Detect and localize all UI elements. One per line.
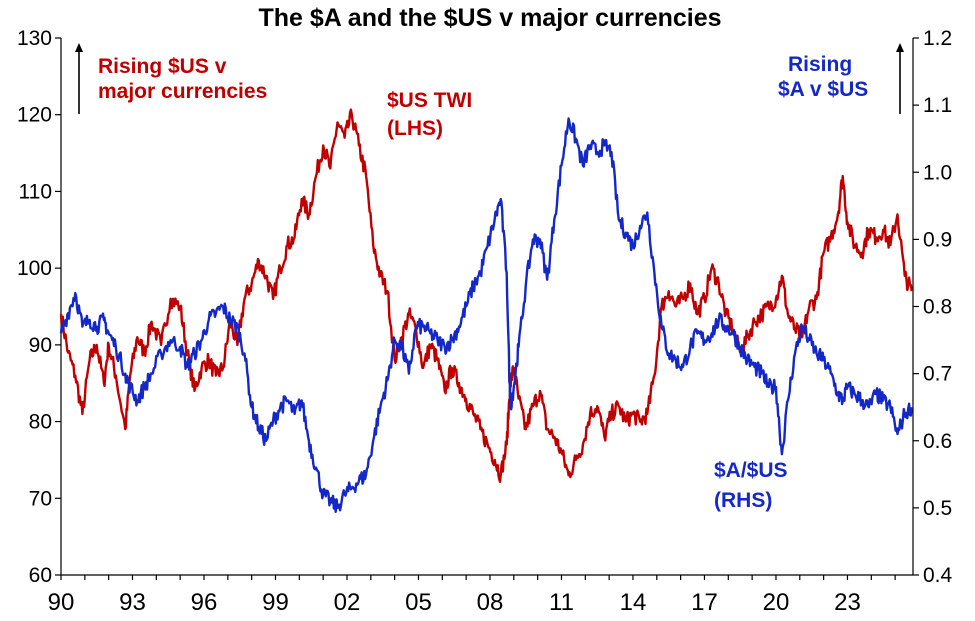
usd-twi-label-line2: (LHS) [387,117,443,140]
x-tick-label: 99 [262,589,289,616]
right-tick-label: 0.4 [923,564,953,587]
right-tick-label: 0.5 [923,497,952,520]
rising-usd-label-line1: Rising $US v [98,55,227,78]
left-tick-label: 100 [17,257,52,280]
x-tick-label: 02 [334,589,361,616]
right-tick-label: 0.6 [923,430,952,453]
x-tick-label: 20 [763,589,790,616]
usd-twi-line [59,108,913,483]
right-tick-label: 1.2 [923,27,952,50]
left-tick-label: 130 [17,27,52,50]
x-tick-label: 96 [191,589,218,616]
x-tick-label: 17 [691,589,718,616]
right-tick-label: 0.8 [923,296,952,319]
right-axis: 0.4 0.5 0.6 0.7 0.8 0.9 1.0 1.1 1.2 [913,27,953,587]
rising-usd-label-line2: major currencies [98,80,267,103]
right-tick-label: 0.9 [923,228,952,251]
left-tick-label: 90 [29,334,52,357]
rising-aud-arrow [896,43,904,114]
x-tick-label: 14 [620,589,647,616]
left-tick-label: 70 [29,487,52,510]
x-tick-label: 90 [48,589,75,616]
usd-twi-label-line1: $US TWI [387,89,472,112]
x-tick-label: 93 [119,589,146,616]
right-tick-label: 1.1 [923,94,952,117]
left-tick-label: 110 [19,180,52,203]
x-tick-label: 23 [834,589,861,616]
aud-usd-label-line1: $A/$US [714,459,788,482]
left-tick-label: 60 [29,564,52,587]
left-axis: 60 70 80 90 100 110 120 130 [17,27,61,587]
chart-title: The $A and the $US v major currencies [258,4,721,32]
aud-usd-label-line2: (RHS) [714,489,772,512]
left-tick-label: 80 [29,411,52,434]
x-tick-label: 05 [405,589,432,616]
right-tick-label: 1.0 [923,161,952,184]
right-tick-label: 0.7 [923,363,952,386]
x-tick-label: 11 [549,589,574,616]
x-axis: 90 93 96 99 02 05 08 11 14 17 20 23 [48,575,896,616]
rising-aud-label-line2: $A v $US [778,78,868,101]
left-tick-label: 120 [17,104,52,127]
rising-aud-label-line1: Rising [788,53,852,76]
aud-usd-line [59,117,913,513]
x-tick-label: 08 [477,589,504,616]
series-lines [59,108,913,513]
rising-usd-arrow [75,43,83,114]
